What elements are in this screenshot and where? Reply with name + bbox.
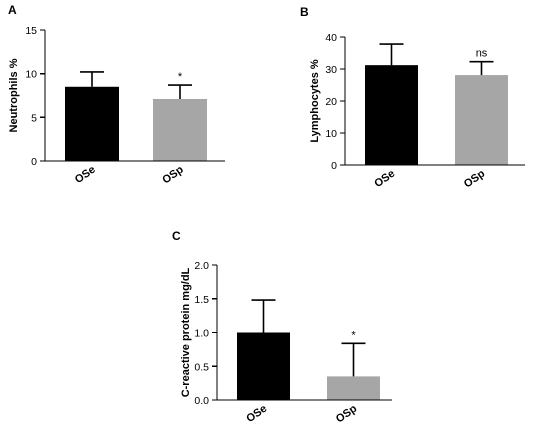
y-tick-label: 15 [25,25,37,37]
x-tick-label: OSp [462,167,488,190]
bar-osp [327,376,380,400]
y-tick-label: 1.0 [194,328,209,340]
x-tick-label: OSp [334,402,360,425]
y-tick-label: 0.5 [194,361,209,373]
y-axis-label: C-reactive protein mg/dL [180,267,192,397]
y-tick-label: 0 [331,160,337,172]
y-axis-label: Neutrophils % [8,58,20,132]
y-tick-label: 40 [325,32,337,44]
significance-marker: * [351,329,356,341]
bar-ose [365,65,418,165]
y-tick-label: 2.0 [194,260,209,272]
panel-a-neutrophils-chart: A OSe * OSp 0 5 10 15 Neutrophils % [8,3,225,186]
y-tick-label: 10 [325,128,337,140]
x-tick-label: OSe [372,168,397,190]
error-bar-osp [469,60,494,76]
panel-c-crp-chart: C OSe * OSp 0.0 0.5 1.0 1.5 2.0C-reactive protei… [172,229,392,425]
y-tick-label: 10 [25,69,37,81]
panel-label: A [8,3,17,17]
significance-marker: ns [476,48,488,60]
error-bar-osp [341,342,366,377]
error-bar-ose [251,299,276,333]
y-tick-label: 30 [325,64,337,76]
x-tick-label: OSe [73,164,98,186]
significance-marker: * [178,71,183,83]
y-axis-label: Lymphocytes % [309,59,321,143]
panel-label: C [172,229,181,243]
x-tick-label: OSp [160,163,186,186]
bar-ose [237,332,290,400]
bar-osp [153,98,207,161]
panel-label: B [300,5,309,19]
error-bar-ose [379,43,404,66]
y-tick-label: 5 [31,112,37,124]
y-tick-label: 20 [325,96,337,108]
error-bar-ose [80,71,104,87]
y-tick-label: 0 [31,156,37,168]
bar-ose [65,86,119,161]
y-tick-label: 1.5 [194,294,209,306]
bar-osp [455,75,508,165]
error-bar-osp [168,84,192,99]
x-tick-label: OSe [244,403,269,425]
panel-b-lymphocytes-chart: B OSe ns OSp 0 10 20 30 40 Lymphocytes % [300,5,525,190]
y-tick-label: 0.0 [194,395,209,407]
